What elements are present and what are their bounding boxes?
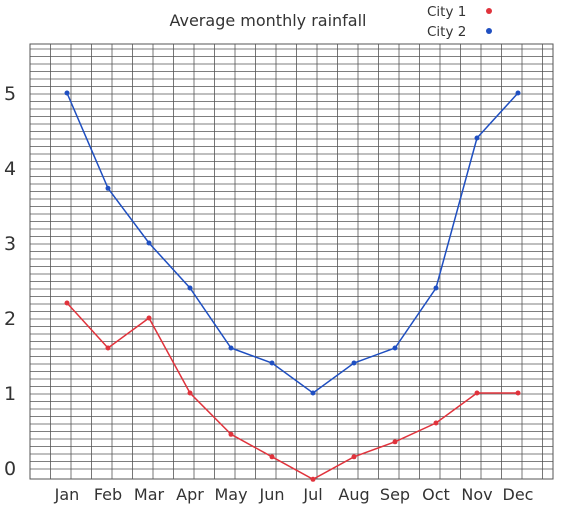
data-point-city-1 xyxy=(433,420,439,426)
legend-label: City 1 xyxy=(427,4,466,20)
x-axis-ticks: Jan Feb Mar Apr May Jun Jul Aug Sep Oct Nov Dec xyxy=(54,485,534,504)
x-tick-label: Oct xyxy=(422,485,450,504)
data-point-city-2 xyxy=(269,360,275,366)
data-point-city-1 xyxy=(187,390,193,396)
x-tick-label: May xyxy=(214,485,247,504)
data-point-city-1 xyxy=(228,431,234,437)
x-tick-label: Jun xyxy=(259,485,285,504)
series-line-city-2 xyxy=(66,92,519,394)
data-point-city-2 xyxy=(392,345,398,351)
x-tick-label: Nov xyxy=(461,485,492,504)
series-line-city-1 xyxy=(66,302,518,481)
data-point-city-1 xyxy=(269,454,275,460)
data-point-city-1 xyxy=(105,345,111,351)
plot-area-border xyxy=(29,43,554,480)
y-tick-label: 3 xyxy=(4,233,16,255)
legend-marker xyxy=(486,8,492,14)
data-point-city-1 xyxy=(351,454,357,460)
data-point-city-1 xyxy=(146,315,152,321)
data-point-city-2 xyxy=(187,285,193,291)
data-point-city-2 xyxy=(64,90,70,96)
x-tick-label: Aug xyxy=(338,485,369,504)
y-tick-label: 4 xyxy=(4,158,16,180)
x-tick-label: Mar xyxy=(134,485,165,504)
data-point-city-1 xyxy=(310,476,316,482)
y-tick-label: 2 xyxy=(4,308,16,330)
legend-label: City 2 xyxy=(427,24,466,40)
y-axis-ticks: 0 1 2 3 4 5 xyxy=(4,83,16,480)
data-point-city-2 xyxy=(515,90,521,96)
x-tick-label: Apr xyxy=(176,485,204,504)
legend-marker xyxy=(486,28,492,34)
data-point-city-1 xyxy=(474,390,480,396)
grid xyxy=(30,44,553,479)
y-tick-label: 1 xyxy=(4,383,16,405)
data-point-city-2 xyxy=(310,390,316,396)
data-point-city-1 xyxy=(392,439,398,445)
x-tick-label: Sep xyxy=(380,485,410,504)
data-point-city-2 xyxy=(228,345,234,351)
chart-title: Average monthly rainfall xyxy=(169,11,366,30)
x-tick-label: Jul xyxy=(302,485,322,504)
data-point-city-2 xyxy=(351,360,357,366)
x-tick-label: Dec xyxy=(503,485,534,504)
x-tick-label: Jan xyxy=(54,485,80,504)
y-tick-label: 0 xyxy=(4,458,16,480)
x-tick-label: Feb xyxy=(94,485,122,504)
data-point-city-2 xyxy=(105,185,111,191)
data-point-city-1 xyxy=(515,390,521,396)
legend: City 1 City 2 xyxy=(427,4,492,40)
series-layer xyxy=(64,90,521,482)
data-point-city-2 xyxy=(146,240,152,246)
data-point-city-2 xyxy=(474,135,480,141)
y-tick-label: 5 xyxy=(4,83,16,105)
data-point-city-2 xyxy=(433,285,439,291)
data-point-city-1 xyxy=(64,300,70,306)
